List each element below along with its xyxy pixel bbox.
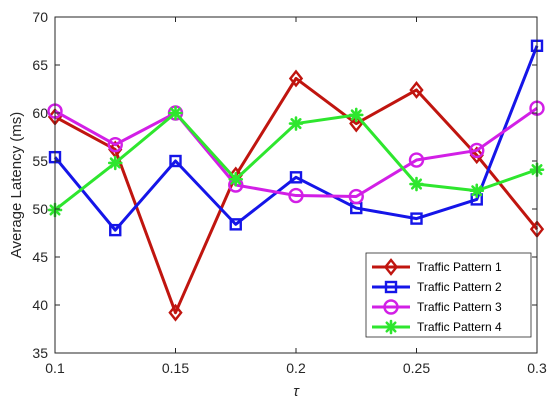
legend-item: Traffic Pattern 2 xyxy=(372,280,502,294)
series-line xyxy=(54,76,539,315)
square-marker xyxy=(229,218,242,231)
legend-label: Traffic Pattern 3 xyxy=(417,300,502,314)
y-tick-label: 60 xyxy=(32,105,48,121)
square-marker xyxy=(169,154,182,168)
asterisk-marker xyxy=(469,183,485,199)
series-traffic-pattern-2 xyxy=(48,39,544,237)
diamond-marker xyxy=(383,258,399,276)
asterisk-stroke xyxy=(350,109,362,121)
diamond-marker xyxy=(409,81,424,99)
series-line xyxy=(54,106,538,199)
y-tick-label: 35 xyxy=(32,345,48,361)
legend-item: Traffic Pattern 3 xyxy=(372,299,502,315)
y-tick-label: 65 xyxy=(32,57,48,73)
x-tick-label: 0.2 xyxy=(286,360,306,376)
x-axis: 0.1 0.15 0.2 0.25 0.3 xyxy=(45,17,547,376)
circle-marker xyxy=(288,187,304,204)
square-marker xyxy=(410,212,423,225)
asterisk-stroke xyxy=(169,107,182,119)
circle-marker xyxy=(408,152,425,168)
diamond-marker xyxy=(288,69,304,88)
asterisk-stroke xyxy=(385,321,397,333)
legend-item: Traffic Pattern 1 xyxy=(372,258,502,276)
y-axis: 35 40 45 50 55 60 65 70 xyxy=(32,9,537,361)
asterisk-stroke xyxy=(471,185,483,197)
y-tick-label: 45 xyxy=(32,249,48,265)
y-axis-label: Average Latency (ms) xyxy=(8,112,25,258)
circle-marker xyxy=(107,136,123,153)
y-tick-label: 40 xyxy=(32,297,48,313)
y-tick-label: 70 xyxy=(32,9,48,25)
asterisk-marker xyxy=(288,116,304,131)
asterisk-stroke xyxy=(109,157,121,169)
asterisk-stroke xyxy=(290,118,302,130)
x-tick-label: 0.15 xyxy=(162,360,189,376)
asterisk-marker xyxy=(228,171,244,187)
x-axis-label: τ xyxy=(293,383,300,400)
diamond-marker xyxy=(168,303,183,322)
x-tick-label: 0.3 xyxy=(527,360,547,376)
square-marker xyxy=(384,280,398,294)
circle-marker xyxy=(383,299,399,315)
asterisk-marker xyxy=(348,107,364,123)
legend-item: Traffic Pattern 4 xyxy=(372,319,502,335)
legend-label: Traffic Pattern 1 xyxy=(417,260,502,274)
asterisk-stroke xyxy=(410,178,423,190)
asterisk-marker xyxy=(168,105,183,121)
circle-marker xyxy=(348,188,364,205)
legend-label: Traffic Pattern 4 xyxy=(417,320,502,334)
diamond-marker xyxy=(469,146,484,165)
y-tick-label: 55 xyxy=(32,153,48,169)
x-tick-label: 0.25 xyxy=(403,360,430,376)
legend-label: Traffic Pattern 2 xyxy=(417,280,502,294)
asterisk-stroke xyxy=(230,173,242,185)
legend: Traffic Pattern 1 Traffic Pattern 2 Traffi… xyxy=(365,252,532,338)
series-line xyxy=(53,45,539,232)
x-tick-label: 0.1 xyxy=(45,360,65,376)
y-tick-label: 50 xyxy=(32,201,48,217)
asterisk-marker xyxy=(383,319,399,335)
square-marker xyxy=(109,223,122,237)
square-marker xyxy=(289,171,303,184)
circle-marker xyxy=(469,142,485,159)
asterisk-marker xyxy=(107,155,123,171)
asterisk-marker xyxy=(409,176,424,192)
